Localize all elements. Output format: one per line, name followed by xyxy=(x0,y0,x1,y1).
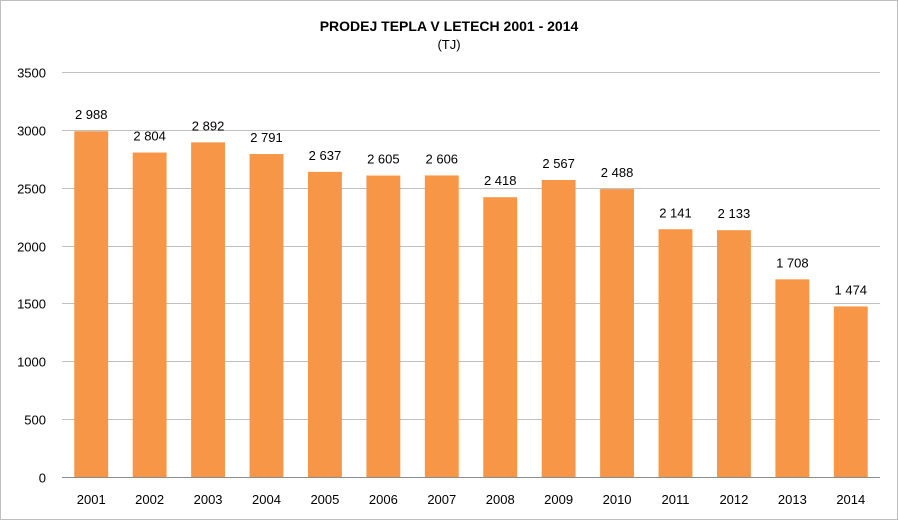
gridlines xyxy=(62,72,880,478)
x-tick-label: 2010 xyxy=(603,492,632,507)
data-label: 2 488 xyxy=(601,165,634,180)
bar xyxy=(424,175,459,477)
data-label: 2 892 xyxy=(192,118,225,133)
data-label: 2 133 xyxy=(718,206,751,221)
x-tick-label: 2002 xyxy=(135,492,164,507)
data-label: 2 606 xyxy=(426,151,459,166)
bar xyxy=(600,189,635,478)
chart-title: PRODEJ TEPLA V LETECH 2001 - 2014 xyxy=(320,18,579,34)
bar xyxy=(307,171,342,477)
data-label: 2 791 xyxy=(250,130,283,145)
y-axis-ticks: 0 500 1000 1500 2000 2500 3000 3500 xyxy=(17,66,46,486)
chart-subtitle: (TJ) xyxy=(437,37,460,52)
x-tick-label: 2001 xyxy=(77,492,106,507)
bar xyxy=(775,279,810,477)
y-tick-label: 1000 xyxy=(17,355,46,370)
bar xyxy=(132,152,167,477)
x-tick-label: 2013 xyxy=(778,492,807,507)
data-label: 2 605 xyxy=(367,152,400,167)
data-label: 2 804 xyxy=(133,129,166,144)
y-tick-label: 1500 xyxy=(17,297,46,312)
x-axis-ticks: 2001 2002 2003 2004 2005 2006 2007 2008 2009 2010… xyxy=(77,492,865,507)
bar xyxy=(483,197,518,477)
bar xyxy=(249,154,284,477)
y-tick-label: 3000 xyxy=(17,124,46,139)
data-label: 2 141 xyxy=(659,205,692,220)
data-label: 1 474 xyxy=(835,282,868,297)
data-label: 1 708 xyxy=(776,255,809,270)
data-labels: 2 988 2 804 2 892 2 791 2 637 2 605 2 606 2 418… xyxy=(75,107,867,297)
x-tick-label: 2003 xyxy=(194,492,223,507)
bar xyxy=(658,229,693,477)
x-tick-label: 2014 xyxy=(836,492,865,507)
x-tick-label: 2011 xyxy=(662,492,690,507)
x-tick-label: 2004 xyxy=(252,492,281,507)
data-label: 2 567 xyxy=(542,156,575,171)
y-tick-label: 0 xyxy=(39,471,46,486)
data-label: 2 418 xyxy=(484,173,517,188)
bar xyxy=(191,142,226,477)
x-tick-label: 2009 xyxy=(544,492,573,507)
bar xyxy=(74,131,109,477)
bar xyxy=(716,230,751,477)
y-tick-label: 2500 xyxy=(17,182,46,197)
x-tick-label: 2008 xyxy=(486,492,515,507)
bar xyxy=(366,175,401,478)
data-label: 2 988 xyxy=(75,107,108,122)
data-label: 2 637 xyxy=(309,148,342,163)
bar xyxy=(541,179,576,477)
x-tick-label: 2007 xyxy=(427,492,456,507)
y-tick-label: 2000 xyxy=(17,240,46,255)
y-tick-label: 3500 xyxy=(17,66,46,81)
x-tick-label: 2005 xyxy=(310,492,339,507)
x-tick-label: 2006 xyxy=(369,492,398,507)
y-tick-label: 500 xyxy=(24,413,46,428)
bar xyxy=(833,306,868,477)
bars xyxy=(74,131,868,478)
x-tick-label: 2012 xyxy=(719,492,748,507)
